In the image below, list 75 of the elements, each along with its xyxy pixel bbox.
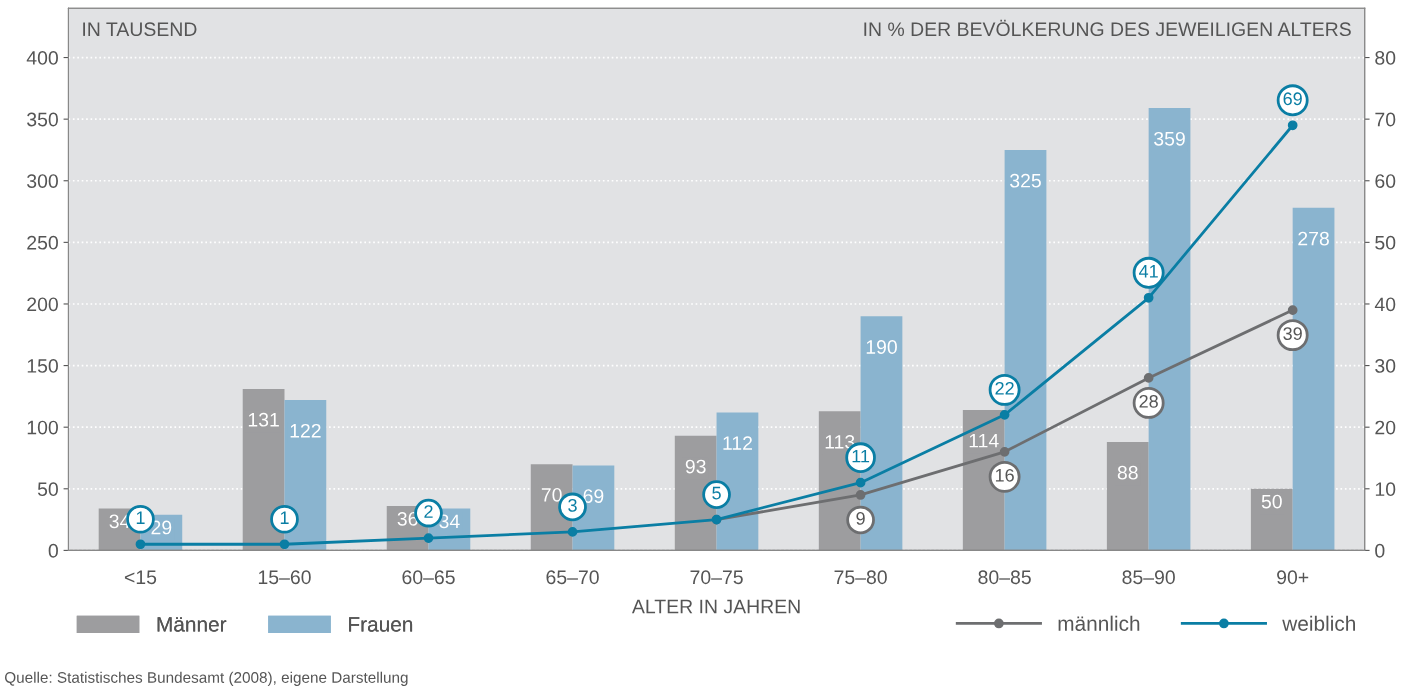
y-tick-label: 350 (27, 112, 58, 127)
y-tick-label: 0 (48, 543, 58, 558)
data-label: 16 (995, 468, 1014, 482)
data-label: 88 (1117, 465, 1138, 480)
x-tick-label: 75–80 (834, 570, 887, 585)
y-tick-label: 50 (37, 482, 58, 497)
x-tick-label: 70–75 (690, 570, 743, 585)
data-label: 69 (583, 489, 604, 503)
point (1287, 120, 1298, 131)
data-label: 1 (136, 511, 145, 524)
y-axis-title: IN TAUSEND (83, 22, 197, 37)
source-note: Quelle: Statistisches Bundesamt (2008), eigene Darstellung (5, 671, 408, 686)
data-label: 93 (685, 459, 706, 474)
y2-tick-label: 30 (1375, 359, 1396, 373)
y-tick-label: 300 (27, 174, 58, 188)
y2-tick-label: 40 (1374, 297, 1396, 312)
point (1143, 292, 1154, 303)
y2-tick-label: 70 (1375, 112, 1396, 127)
data-label: 1 (280, 511, 289, 524)
data-label: 11 (852, 449, 870, 463)
data-label: 114 (969, 433, 999, 448)
data-label: 5 (712, 486, 721, 500)
data-label: 22 (995, 381, 1014, 395)
y2-tick-label: 80 (1375, 51, 1396, 65)
point (135, 539, 146, 550)
data-label: 359 (1154, 131, 1185, 146)
data-label: 2 (424, 505, 433, 518)
x-tick-label: 65–70 (546, 570, 599, 585)
data-label: 50 (1261, 494, 1282, 509)
data-label: 39 (1283, 327, 1302, 340)
y-tick-label: 150 (27, 359, 58, 373)
data-label: 3 (568, 498, 577, 512)
bar (1106, 441, 1149, 551)
y2-tick-label: 50 (1375, 235, 1396, 250)
data-label: 112 (723, 436, 752, 450)
point (567, 527, 578, 537)
data-label: 70 (541, 487, 562, 502)
point (279, 539, 290, 550)
data-label: 122 (290, 423, 321, 438)
y-tick-label: 400 (26, 51, 58, 65)
point (1287, 305, 1298, 315)
data-label: 69 (1283, 92, 1302, 106)
x-tick-label: 80–85 (978, 570, 1031, 585)
y2-tick-label: 60 (1375, 174, 1396, 188)
data-label: 190 (866, 340, 897, 354)
data-label: 131 (248, 412, 279, 427)
y2-axis-title: IN % DER BEVÖLKERUNG DES JEWEILIGEN ALTERS (864, 19, 1351, 37)
data-label: 278 (1298, 231, 1329, 246)
x-tick-label: 60–65 (402, 570, 455, 585)
point (855, 490, 866, 500)
point (999, 410, 1010, 420)
y2-tick-label: 20 (1375, 420, 1396, 435)
point (1143, 373, 1154, 383)
data-label: 34 (439, 514, 460, 529)
data-label: 9 (856, 512, 865, 525)
legend-label: weiblich (1282, 615, 1355, 631)
point (999, 446, 1010, 457)
point (423, 533, 434, 543)
point (855, 477, 866, 488)
x-axis-title: ALTER IN JAHREN (631, 599, 800, 614)
x-tick-label: 15–60 (258, 570, 311, 585)
data-label: 28 (1139, 394, 1158, 408)
data-label: 325 (1010, 173, 1041, 188)
x-tick-label: 85–90 (1122, 570, 1175, 585)
y-tick-label: 100 (27, 420, 58, 435)
y2-tick-label: 0 (1375, 543, 1385, 558)
legend-label: männlich (1058, 615, 1140, 631)
y-tick-label: 200 (27, 297, 58, 312)
x-tick-label: <15 (124, 570, 157, 585)
y-tick-label: 250 (27, 235, 58, 250)
legend-label: Frauen (349, 617, 413, 632)
legend-label: Männer (157, 617, 227, 632)
x-tick-label: 90+ (1277, 570, 1309, 585)
data-label: 41 (1139, 265, 1158, 278)
y2-tick-label: 10 (1375, 482, 1396, 497)
